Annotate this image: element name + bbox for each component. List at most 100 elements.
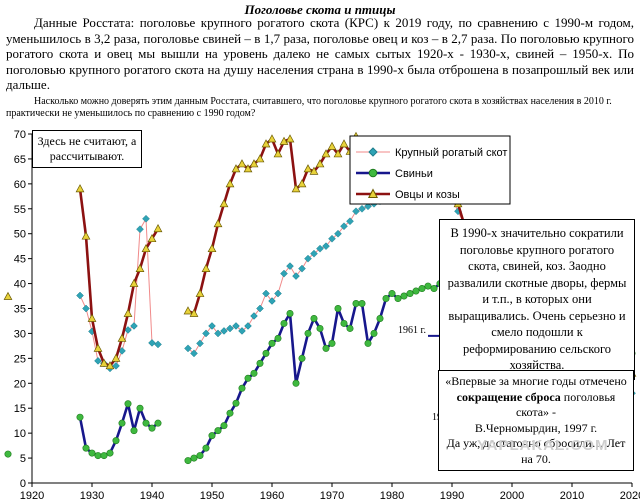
y-tick-label: 35 [14,304,26,316]
data-point [99,358,109,367]
quote-line1: «Впервые за многие годы отмечено [445,374,627,388]
data-point [111,353,121,362]
x-tick-label: 1950 [200,490,224,502]
data-point [279,136,289,145]
intro-paragraph: Данные Росстата: поголовье крупного рога… [6,15,634,92]
data-point [238,327,246,335]
data-point [81,231,91,240]
data-point [328,234,336,243]
data-point [268,339,276,347]
data-point [190,454,198,462]
annotation-label: 1961 г. [398,325,426,336]
data-point [304,329,312,337]
data-point [112,437,120,445]
data-point [322,242,330,251]
y-tick-label: 45 [14,254,26,266]
data-point [262,349,270,357]
data-point [214,427,222,435]
data-point [298,354,306,362]
data-point [406,290,414,298]
data-point [327,141,337,150]
data-point [142,419,150,427]
x-tick-label: 1960 [260,490,284,502]
data-point [364,339,372,347]
x-tick-label: 2010 [560,490,584,502]
x-tick-label: 1920 [20,490,44,502]
data-point [93,343,103,352]
data-point [334,229,342,238]
data-point [255,154,265,163]
data-point [94,452,102,460]
data-point [364,202,372,211]
data-point [321,149,331,158]
data-point [298,264,306,273]
data-point [274,289,282,298]
data-point [220,327,228,335]
data-point [183,306,193,315]
x-tick-label: 1930 [80,490,104,502]
data-point [196,452,204,460]
data-point [370,329,378,337]
y-tick-label: 65 [14,154,26,166]
data-point [105,361,115,370]
x-tick-label: 2000 [500,490,524,502]
data-point [303,164,313,173]
data-point [304,254,312,263]
data-point [310,249,318,258]
data-point [358,204,366,213]
quote-tail: Да уж, достаточно сбросили… Лет на 70. [446,436,626,466]
data-point [220,422,228,430]
data-point [82,304,90,313]
data-point [232,322,240,330]
question-paragraph: Насколько можно доверять этим данным Рос… [6,96,612,119]
data-point [280,319,288,327]
data-point [388,290,396,298]
data-point [244,322,252,330]
data-point [400,292,408,300]
x-tick-label: 1980 [380,490,404,502]
data-point [297,179,307,188]
data-point [256,304,264,313]
y-tick-label: 10 [14,428,26,440]
data-point [195,288,205,297]
box-1990s-text: В 1990-х значительно сократили поголовье… [447,226,627,372]
data-point [124,400,132,408]
data-point [213,219,223,228]
data-point [202,329,210,338]
quote-line2: поголовья скота» - [515,389,616,420]
data-point [196,339,204,348]
data-point [154,419,162,427]
data-point [142,214,150,223]
y-tick-label: 30 [14,328,26,340]
data-point [238,384,246,392]
data-point [76,291,84,300]
data-point [232,399,240,407]
data-point [346,217,354,226]
data-point [106,449,114,457]
data-point [75,184,85,193]
data-point [244,374,252,382]
data-point [237,159,247,168]
data-point [394,295,402,303]
data-point [285,134,295,143]
quote-box: «Впервые за многие годы отмечено сокраще… [438,370,634,471]
legend-label: Овцы и козы [395,189,460,201]
data-point [3,291,13,300]
quote-author: В.Черномырдин, 1997 г. [474,420,598,435]
data-point [94,356,102,365]
data-point [141,243,151,253]
data-point [412,287,420,295]
data-point [117,333,127,342]
data-point [148,424,156,432]
data-point [88,449,96,457]
note-box-text: Здесь не считают, а рассчитывают. [37,134,137,163]
data-point [339,139,349,148]
data-point [316,244,324,253]
y-tick-label: 55 [14,204,26,216]
y-tick-label: 5 [20,453,26,465]
data-point [267,134,277,143]
data-point [334,305,342,313]
legend-marker [367,188,379,198]
data-point [214,329,222,338]
data-point [292,379,300,387]
